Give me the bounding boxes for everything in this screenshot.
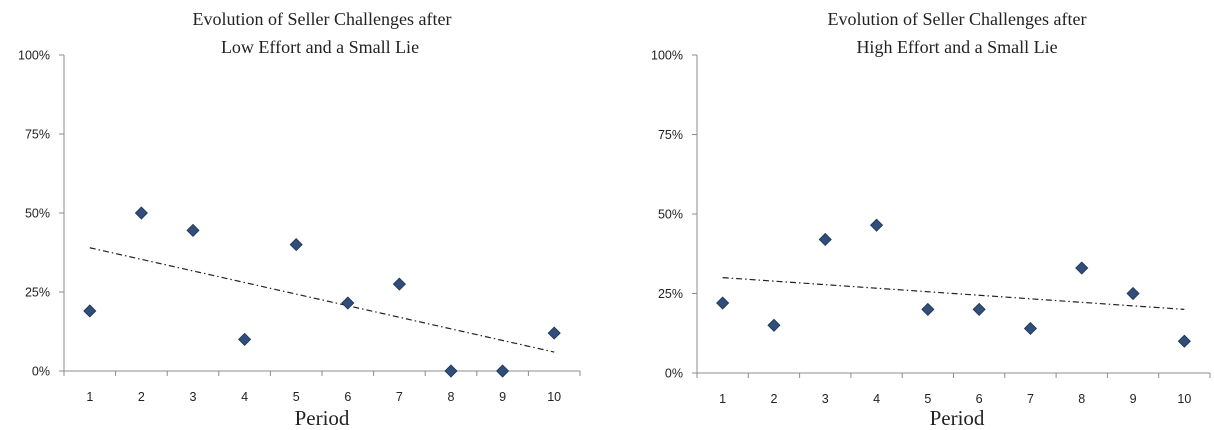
y-tick-label: 50% <box>25 207 50 221</box>
x-tick-label: 4 <box>873 392 880 406</box>
x-tick-label: 9 <box>499 390 506 404</box>
x-tick-label: 5 <box>293 390 300 404</box>
chart-low-effort: Evolution of Seller Challenges after Low… <box>18 9 581 430</box>
x-tick-label: 1 <box>86 390 93 404</box>
data-point <box>392 277 406 291</box>
y-tick-label: 25% <box>25 286 50 300</box>
data-point <box>547 326 561 340</box>
data-point <box>716 296 730 310</box>
chart-title-line-1: Evolution of Seller Challenges after <box>193 9 452 29</box>
y-tick-label: 0% <box>665 367 683 381</box>
x-tick-label: 2 <box>770 392 777 406</box>
x-tick-label: 8 <box>448 390 455 404</box>
data-point <box>83 304 97 318</box>
data-point <box>341 296 355 310</box>
x-tick-label: 6 <box>976 392 983 406</box>
x-tick-label: 10 <box>1177 392 1191 406</box>
y-tick-label: 75% <box>658 128 683 142</box>
y-tick-label: 100% <box>651 49 683 63</box>
chart-title-line-1: Evolution of Seller Challenges after <box>828 9 1087 29</box>
x-tick-label: 7 <box>1027 392 1034 406</box>
data-point <box>767 318 781 332</box>
x-tick-label: 7 <box>396 390 403 404</box>
x-tick-label: 5 <box>924 392 931 406</box>
y-tick-label: 75% <box>25 128 50 142</box>
data-point <box>869 218 884 232</box>
x-tick-label: 10 <box>547 390 561 404</box>
trendline <box>89 247 555 353</box>
x-tick-label: 3 <box>190 390 197 404</box>
chart-title-line-2: High Effort and a Small Lie <box>856 37 1057 57</box>
chart-marks: 0% 25% 50% 75% 100% 1 2 3 4 5 6 7 8 9 10 <box>18 49 581 404</box>
data-point <box>921 302 935 316</box>
data-point <box>1023 321 1038 336</box>
x-tick-label: 9 <box>1130 392 1137 406</box>
data-point <box>134 206 148 220</box>
chart-title-line-2: Low Effort and a Small Lie <box>221 37 419 57</box>
data-point <box>444 364 458 378</box>
x-tick-label: 1 <box>719 392 726 406</box>
x-tick-label: 4 <box>241 390 248 404</box>
chart-svg-high-effort: Evolution of Seller Challenges after Hig… <box>651 9 1211 430</box>
data-point <box>186 223 200 237</box>
chart-high-effort: Evolution of Seller Challenges after Hig… <box>607 0 1214 430</box>
trendline <box>722 277 1185 310</box>
y-tick-label: 50% <box>658 208 683 222</box>
data-point <box>818 232 832 247</box>
chart-marks: 0% 25% 50% 75% 100% 1 2 3 4 5 6 7 8 9 10 <box>651 49 1211 406</box>
y-tick-label: 25% <box>658 287 683 301</box>
data-point <box>238 332 252 346</box>
data-point <box>1126 286 1140 301</box>
x-axis-label: Period <box>295 406 350 430</box>
x-tick-label: 3 <box>822 392 829 406</box>
x-axis-label: Period <box>930 406 985 430</box>
y-tick-label: 0% <box>32 365 50 379</box>
x-tick-label: 8 <box>1078 392 1085 406</box>
data-point <box>1177 334 1191 348</box>
chart-svg-low-effort: Evolution of Seller Challenges after Low… <box>18 9 581 430</box>
data-point <box>496 364 510 378</box>
x-tick-label: 6 <box>344 390 351 404</box>
data-point <box>1075 261 1089 275</box>
data-point <box>289 238 303 252</box>
data-point <box>972 302 986 316</box>
x-tick-label: 2 <box>138 390 145 404</box>
y-tick-label: 100% <box>18 49 50 63</box>
